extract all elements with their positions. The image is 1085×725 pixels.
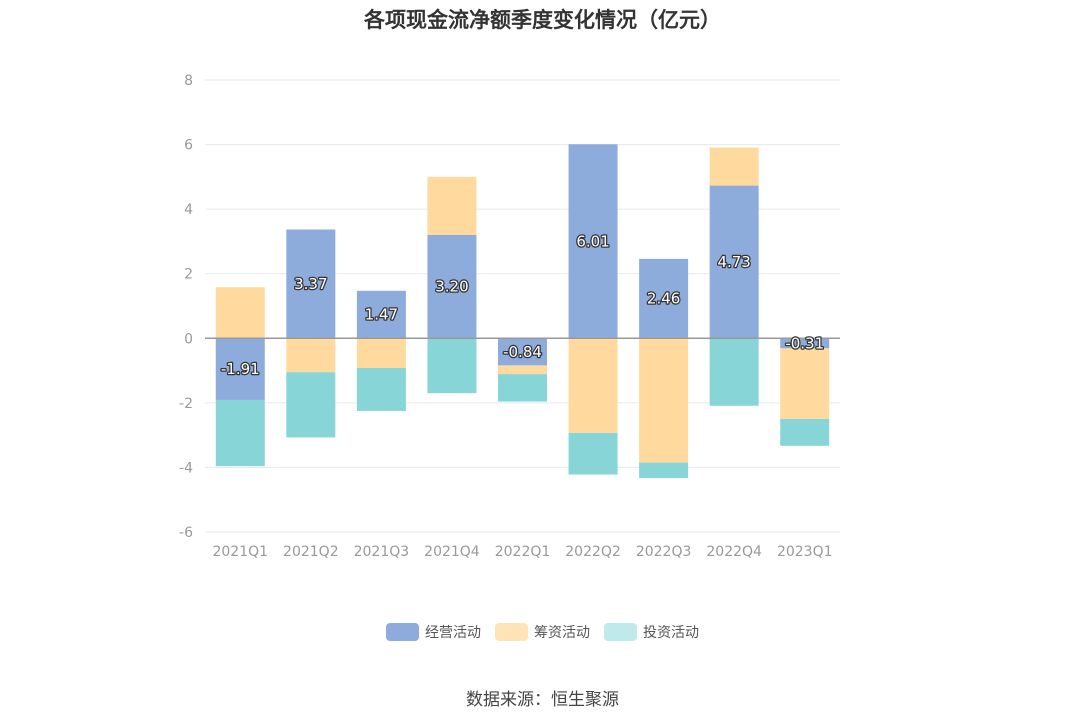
bar-segment xyxy=(215,338,265,400)
y-tick-label: -2 xyxy=(179,396,193,412)
data-label: 3.37 xyxy=(294,275,327,293)
bar-segment xyxy=(709,185,759,339)
legend-label-operating: 经营活动 xyxy=(425,625,481,641)
bar-segment xyxy=(568,432,618,475)
bar-segment xyxy=(427,338,477,394)
bar-segment xyxy=(286,229,336,339)
x-tick-label: 2023Q1 xyxy=(777,544,833,560)
legend-item-investing[interactable]: 投资活动 xyxy=(604,622,699,642)
bar-segment xyxy=(709,147,759,186)
bar-segment xyxy=(780,348,830,419)
data-label: 1.47 xyxy=(365,306,398,324)
y-tick-label: 8 xyxy=(184,73,193,89)
bar-segment xyxy=(639,338,689,463)
bar-segment xyxy=(568,144,618,339)
data-label: -1.91 xyxy=(221,360,260,378)
data-label: 6.01 xyxy=(576,232,609,250)
bar-segment xyxy=(498,365,547,375)
bar-segment xyxy=(427,176,477,235)
bar-segment xyxy=(356,290,406,339)
y-tick-label: 4 xyxy=(184,202,193,218)
y-tick-label: 2 xyxy=(184,267,193,283)
data-label: 2.46 xyxy=(647,290,680,308)
bar-segment xyxy=(639,258,689,339)
legend-item-operating[interactable]: 经营活动 xyxy=(386,622,481,642)
x-tick-label: 2022Q2 xyxy=(565,544,621,560)
x-tick-label: 2021Q3 xyxy=(354,544,410,560)
x-tick-label: 2022Q1 xyxy=(495,544,551,560)
legend-label-financing: 筹资活动 xyxy=(534,625,590,641)
legend-swatch-operating xyxy=(386,623,419,641)
bar-segment xyxy=(780,419,830,446)
bar-segment xyxy=(215,287,265,339)
legend-swatch-investing xyxy=(604,623,637,641)
data-label: 3.20 xyxy=(435,278,468,296)
bar-segment xyxy=(498,338,547,366)
bar-segment xyxy=(356,367,406,411)
legend-swatch-financing xyxy=(495,623,528,641)
x-tick-label: 2022Q4 xyxy=(706,544,762,560)
y-tick-label: -4 xyxy=(179,460,193,476)
legend: 经营活动 筹资活动 投资活动 xyxy=(0,622,1085,642)
data-label: -0.31 xyxy=(785,334,824,352)
data-label: 4.73 xyxy=(717,253,750,271)
y-tick-label: 6 xyxy=(184,138,193,154)
source-note: 数据来源：恒生聚源 xyxy=(466,690,619,710)
x-tick-label: 2022Q3 xyxy=(636,544,692,560)
y-tick-label: -6 xyxy=(179,525,193,541)
bar-segment xyxy=(498,374,547,402)
x-tick-label: 2021Q4 xyxy=(424,544,480,560)
legend-label-investing: 投资活动 xyxy=(643,625,699,641)
x-tick-label: 2021Q2 xyxy=(283,544,339,560)
bar-segment xyxy=(568,338,618,433)
data-label: -0.84 xyxy=(503,343,542,361)
bar-segment xyxy=(639,462,689,479)
bar-segment xyxy=(427,234,477,339)
bar-segment xyxy=(286,372,336,438)
legend-item-financing[interactable]: 筹资活动 xyxy=(495,622,590,642)
y-tick-label: 0 xyxy=(184,331,193,347)
chart-title: 各项现金流净额季度变化情况（亿元） xyxy=(364,8,721,32)
x-tick-label: 2021Q1 xyxy=(212,544,268,560)
chart-plot: 8 6 4 2 0 -2 -4 -6 2021Q1 2021Q2 2021Q3 2021Q4 2022Q… xyxy=(179,73,840,560)
bar-segment xyxy=(780,338,830,349)
bar-segment xyxy=(215,399,265,467)
bar-segment xyxy=(286,338,336,373)
bar-segment xyxy=(709,338,759,406)
bar-segment xyxy=(356,338,406,368)
